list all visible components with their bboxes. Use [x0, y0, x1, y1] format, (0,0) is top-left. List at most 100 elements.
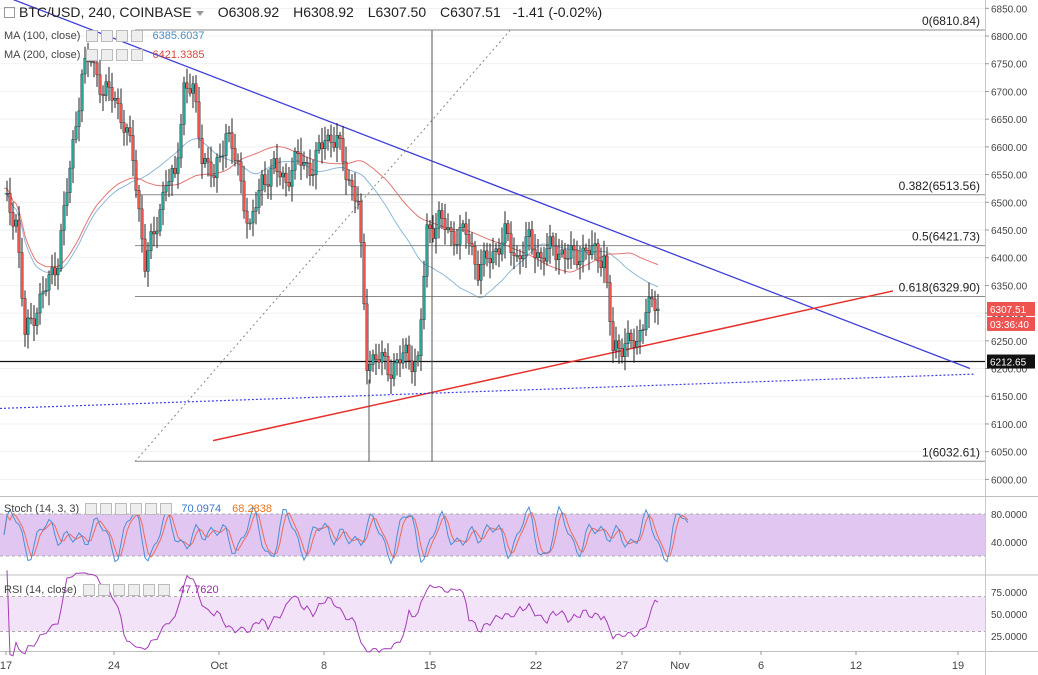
candle-body: [344, 161, 348, 180]
legend-rsi[interactable]: RSI (14, close) 47.7620: [4, 584, 219, 597]
candle-body: [413, 361, 417, 373]
candle-body: [527, 229, 531, 237]
candle-body: [68, 167, 72, 193]
candle-body: [479, 264, 483, 281]
candle-body: [449, 227, 453, 232]
candle-body: [647, 297, 651, 313]
settings-icon[interactable]: [100, 503, 113, 516]
eye-icon[interactable]: [85, 503, 98, 516]
close-icon[interactable]: [116, 49, 129, 62]
legend-ma100[interactable]: MA (100, close) 6385.6037: [4, 30, 205, 43]
candle-body: [521, 255, 525, 260]
rsi-tick-label: 50.0000: [991, 610, 1028, 621]
symbol-square-icon[interactable]: [4, 7, 15, 18]
maximize-icon[interactable]: [142, 584, 155, 597]
candle-body: [341, 138, 345, 163]
candle-body: [425, 224, 429, 277]
more-icon[interactable]: [130, 503, 143, 516]
candle-body: [185, 82, 189, 89]
eye-icon[interactable]: [86, 49, 99, 62]
candle-body: [188, 88, 192, 94]
more-icon[interactable]: [131, 30, 144, 43]
candle-body: [611, 321, 615, 351]
candle-body: [560, 249, 564, 255]
candle-body: [602, 255, 606, 269]
candle-body: [92, 61, 96, 64]
candle-body: [581, 247, 585, 262]
candle-body: [116, 97, 120, 104]
stoch-tick-label: 40.0000: [991, 538, 1028, 549]
candle-body: [305, 161, 309, 164]
maximize-icon[interactable]: [145, 503, 158, 516]
candle-body: [599, 260, 603, 268]
settings-icon[interactable]: [101, 49, 114, 62]
eye-icon[interactable]: [82, 584, 95, 597]
candle-body: [275, 158, 279, 173]
candle-body: [458, 227, 462, 245]
minimize-icon[interactable]: [160, 503, 173, 516]
candle-body: [26, 317, 30, 335]
candle-body: [11, 212, 15, 227]
close-icon[interactable]: [116, 30, 129, 43]
candle-body: [533, 248, 537, 258]
candle-body: [293, 151, 297, 171]
candle-body: [389, 374, 393, 379]
legend-ma200[interactable]: MA (200, close) 6421.3385: [4, 49, 205, 62]
price-tick-label: 6650.00: [991, 115, 1028, 126]
support-price-label: 6212.65: [990, 358, 1027, 369]
candle-body: [254, 207, 258, 212]
candle-body: [119, 103, 123, 123]
candle-body: [314, 150, 318, 175]
candle-body: [461, 223, 465, 228]
candle-body: [353, 186, 357, 202]
candle-body: [233, 148, 237, 161]
candle-body: [428, 224, 432, 229]
candle-body: [110, 86, 114, 101]
candle-body: [77, 110, 81, 127]
symbol-label[interactable]: BTC/USD, 240, COINBASE: [19, 4, 192, 20]
candle-body: [44, 290, 48, 292]
legend-stoch[interactable]: Stoch (14, 3, 3) 70.0974 68.2838: [4, 503, 272, 516]
candle-body: [653, 298, 657, 311]
ma100-value: 6385.6037: [152, 30, 205, 42]
candle-body: [542, 257, 546, 262]
more-icon[interactable]: [127, 584, 140, 597]
settings-icon[interactable]: [97, 584, 110, 597]
price-tick-label: 6350.00: [991, 281, 1028, 292]
candle-body: [416, 355, 420, 362]
candle-body: [182, 82, 186, 125]
candle-body: [350, 180, 354, 187]
eye-icon[interactable]: [86, 30, 99, 43]
candle-body: [485, 250, 489, 259]
candle-body: [404, 344, 408, 354]
price-tick-label: 6150.00: [991, 392, 1028, 403]
minimize-icon[interactable]: [157, 584, 170, 597]
settings-icon[interactable]: [101, 30, 114, 43]
candle-body: [47, 274, 51, 291]
candle-body: [347, 179, 351, 181]
bar-countdown-label: 03:36:40: [990, 320, 1029, 331]
candle-body: [242, 180, 246, 212]
candle-body: [515, 255, 519, 257]
candle-body: [206, 158, 210, 163]
more-icon[interactable]: [131, 49, 144, 62]
close-icon[interactable]: [112, 584, 125, 597]
candle-body: [251, 210, 255, 224]
candle-body: [107, 81, 111, 88]
candle-body: [452, 231, 456, 245]
candle-body: [137, 190, 141, 210]
chevron-down-icon[interactable]: [195, 10, 204, 16]
candle-body: [194, 83, 198, 103]
stoch-d-value: 68.2838: [232, 503, 272, 515]
candle-body: [269, 167, 273, 187]
candle-body: [32, 318, 36, 326]
candle-body: [524, 236, 528, 256]
candle-body: [470, 242, 474, 247]
candle-body: [272, 158, 276, 169]
candle-body: [572, 245, 576, 251]
close-icon[interactable]: [115, 503, 128, 516]
candle-body: [605, 255, 609, 283]
candle-body: [221, 155, 225, 158]
candle-body: [5, 192, 9, 195]
